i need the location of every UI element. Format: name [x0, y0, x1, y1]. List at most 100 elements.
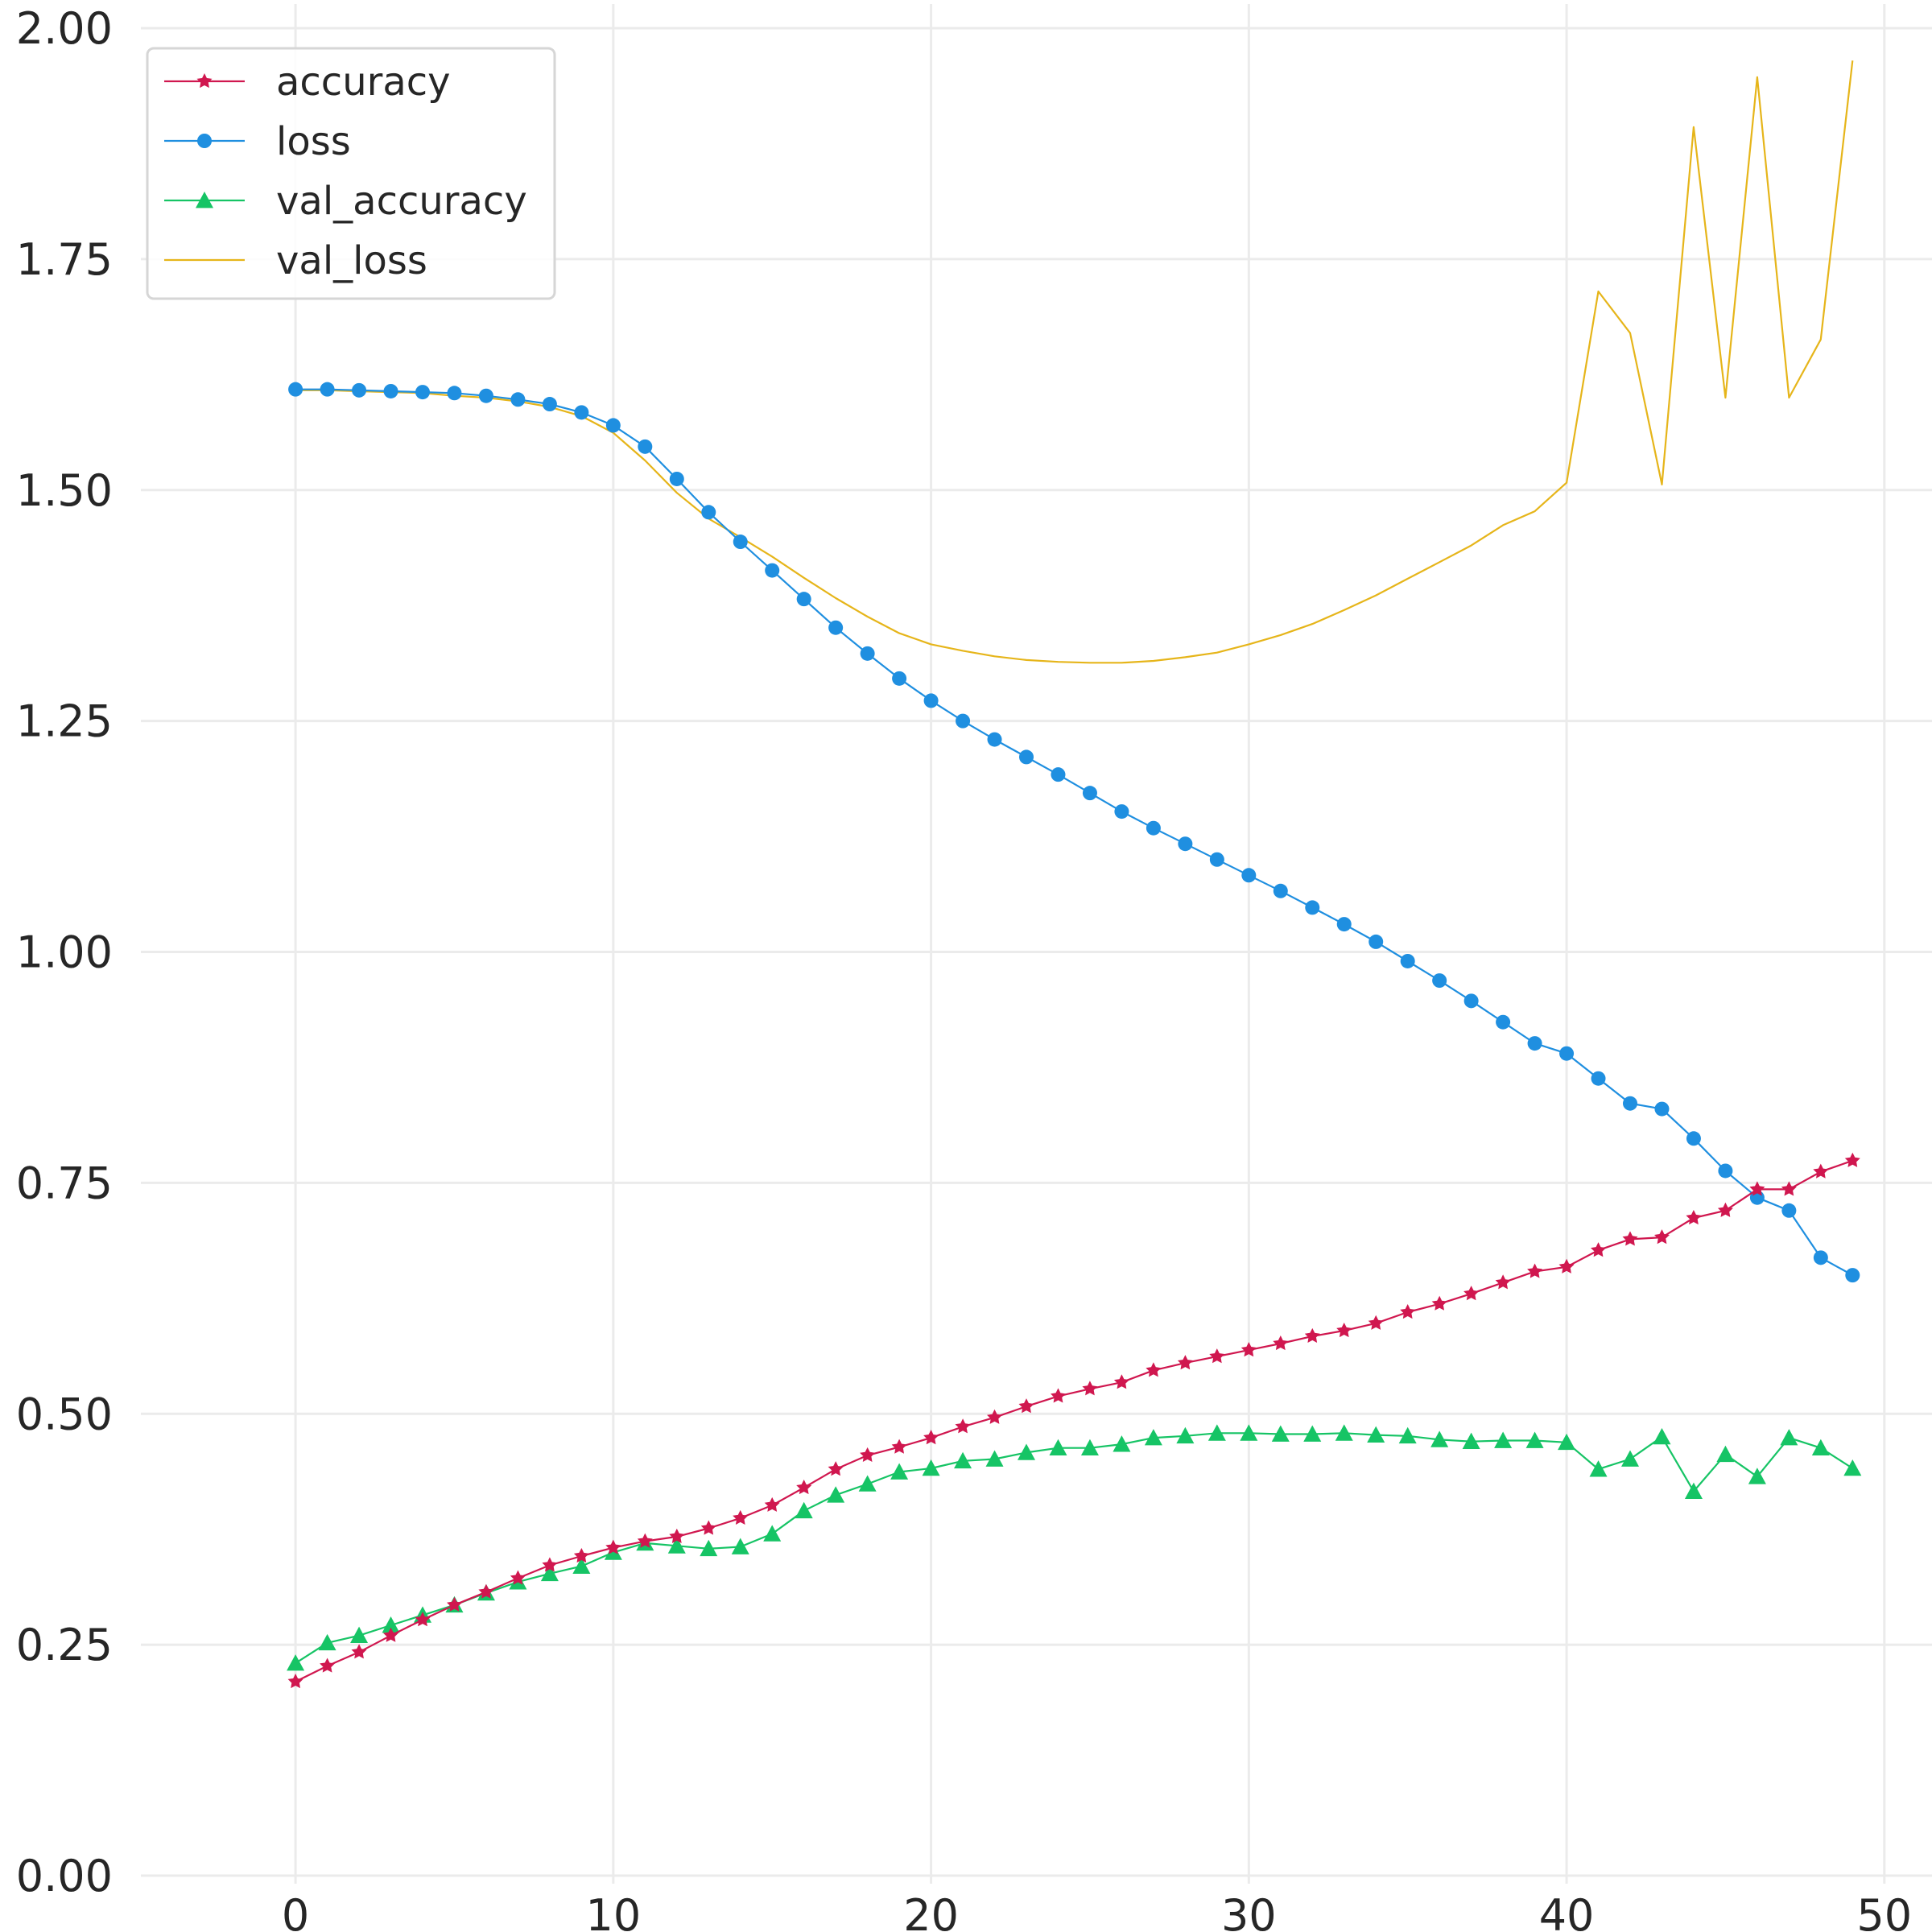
legend-label: loss [276, 119, 351, 164]
accuracy-point [1781, 1181, 1797, 1196]
accuracy-point [542, 1557, 558, 1572]
accuracy-point [383, 1627, 398, 1642]
accuracy-point [1717, 1202, 1733, 1217]
val-accuracy-point [1303, 1425, 1322, 1442]
y-tick-label: 2.00 [16, 3, 113, 54]
accuracy-point [955, 1418, 971, 1434]
accuracy-point [1368, 1315, 1384, 1330]
loss-point [415, 385, 430, 400]
series-layer [287, 60, 1862, 1689]
loss-point [669, 471, 684, 486]
accuracy-point [700, 1520, 716, 1535]
loss-point [860, 646, 875, 661]
val-accuracy-point [1018, 1443, 1035, 1460]
loss-point [1146, 820, 1161, 836]
loss-point [1273, 883, 1288, 898]
accuracy-point [1177, 1355, 1193, 1370]
val-accuracy-line [295, 1432, 1853, 1665]
accuracy-point [287, 1674, 303, 1689]
val-accuracy-point [827, 1486, 845, 1503]
accuracy-point [1686, 1210, 1702, 1225]
val-accuracy-point [795, 1501, 813, 1519]
accuracy-point [447, 1596, 462, 1612]
accuracy-point [764, 1496, 780, 1512]
val-accuracy-point [1589, 1460, 1608, 1477]
legend-label: val_accuracy [276, 179, 527, 224]
loss-point [1463, 993, 1479, 1009]
val-accuracy-point [1240, 1424, 1258, 1441]
val-accuracy-point [763, 1525, 782, 1542]
accuracy-point [923, 1430, 939, 1445]
accuracy-point [1400, 1304, 1416, 1319]
val-accuracy-point [1494, 1431, 1513, 1448]
loss-point [987, 732, 1002, 747]
accuracy-point [351, 1644, 367, 1659]
val-accuracy-point [1811, 1439, 1830, 1456]
loss-point [1178, 836, 1193, 852]
val-accuracy-point [382, 1616, 400, 1633]
loss-point [352, 382, 367, 398]
val-accuracy-point [1780, 1429, 1798, 1446]
val-accuracy-point [1716, 1445, 1735, 1463]
val-accuracy-point [1621, 1450, 1639, 1467]
accuracy-point [1113, 1374, 1129, 1389]
accuracy-point [1018, 1398, 1034, 1414]
accuracy-point [1463, 1286, 1480, 1301]
val-accuracy-point [890, 1463, 909, 1480]
val-accuracy-point [858, 1475, 877, 1492]
accuracy-point [1209, 1348, 1225, 1364]
accuracy-point [891, 1439, 907, 1454]
accuracy-point [605, 1539, 621, 1554]
accuracy-point [1051, 1388, 1066, 1403]
accuracy-point [1082, 1381, 1098, 1396]
x-tick-label: 20 [903, 1890, 959, 1932]
tick-labels: 0 10 20 30 40 50 0.00 0.25 0.50 0.75 1.00 1.25 1.50 1… [16, 3, 1912, 1932]
legend-box [146, 47, 556, 300]
loss-point [828, 620, 844, 635]
accuracy-point [1146, 1362, 1162, 1377]
loss-point [1019, 749, 1034, 765]
val-accuracy-point [540, 1564, 559, 1582]
val-accuracy-point [1430, 1430, 1449, 1447]
accuracy-point [1622, 1231, 1638, 1246]
val-accuracy-point [1462, 1432, 1480, 1450]
val-accuracy-point [1335, 1424, 1353, 1441]
loss-point [1813, 1250, 1828, 1265]
legend-label: val_loss [276, 238, 427, 283]
y-tick-label: 1.75 [16, 234, 113, 285]
accuracy-point [415, 1612, 431, 1627]
val-accuracy-point [1080, 1439, 1099, 1456]
loss-point [574, 405, 589, 420]
legend: accuracy loss val_accuracy val_loss [146, 47, 556, 300]
loss-point [1718, 1163, 1733, 1179]
accuracy-point [1241, 1342, 1257, 1357]
accuracy-point [1654, 1229, 1670, 1245]
val-accuracy-point [1049, 1439, 1067, 1456]
val-accuracy-point [1558, 1433, 1576, 1451]
loss-point [765, 563, 780, 578]
accuracy-point [1304, 1327, 1320, 1343]
accuracy-point [1431, 1295, 1447, 1311]
accuracy-point [510, 1570, 526, 1585]
loss-point [478, 388, 493, 403]
series-val-accuracy [287, 1424, 1862, 1671]
loss-point [956, 713, 971, 729]
loss-point [1496, 1014, 1511, 1030]
legend-item-loss: loss [164, 119, 351, 164]
loss-point [733, 535, 748, 550]
val-accuracy-point [954, 1451, 972, 1469]
loss-point [1623, 1096, 1637, 1111]
loss-point [1305, 900, 1320, 915]
val-accuracy-point [287, 1654, 305, 1671]
val-accuracy-point [1144, 1429, 1162, 1446]
accuracy-point [320, 1657, 336, 1673]
loss-point [892, 671, 907, 686]
loss-point [1114, 804, 1129, 819]
x-tick-label: 40 [1539, 1890, 1595, 1932]
loss-point [1527, 1036, 1542, 1051]
accuracy-point [573, 1548, 589, 1563]
loss-point [605, 418, 621, 433]
loss-point [510, 392, 526, 407]
val-accuracy-point [318, 1633, 336, 1651]
